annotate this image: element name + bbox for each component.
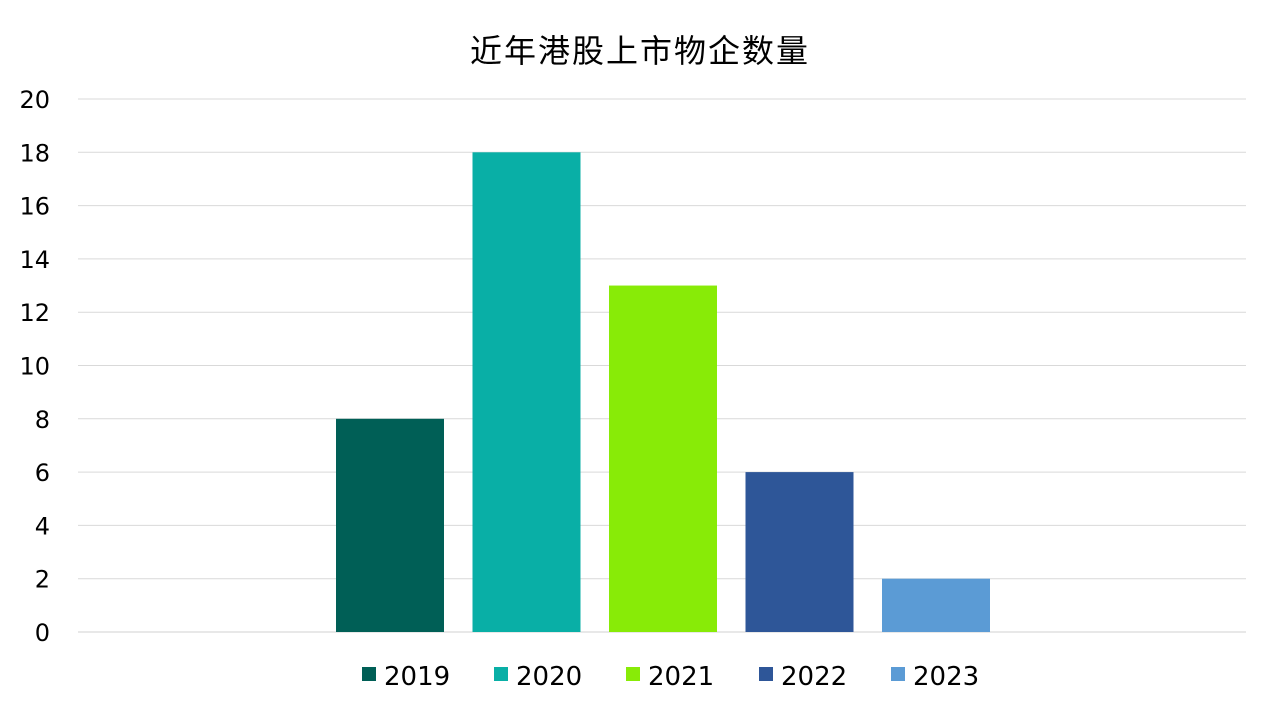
legend-swatch-2019 xyxy=(362,667,376,681)
bars xyxy=(336,152,990,633)
y-tick-label: 12 xyxy=(19,299,50,327)
y-tick-label: 8 xyxy=(35,406,50,434)
legend-swatch-2021 xyxy=(626,667,640,681)
bar-2022 xyxy=(745,472,854,632)
y-tick-label: 0 xyxy=(35,619,50,647)
legend-label-2021: 2021 xyxy=(648,662,714,692)
bar-2019 xyxy=(336,418,444,632)
legend-swatch-2022 xyxy=(759,667,773,681)
legend-swatch-2020 xyxy=(494,667,508,681)
y-tick-label: 10 xyxy=(19,353,50,381)
legend-label-2023: 2023 xyxy=(913,662,979,692)
legend-label-2020: 2020 xyxy=(516,662,582,692)
bar-2020 xyxy=(472,152,581,633)
y-axis-ticks: 0 2 4 6 8 10 12 14 16 18 20 xyxy=(19,86,50,647)
legend: 2019 2020 2021 2022 2023 xyxy=(362,662,979,692)
chart-title: 近年港股上市物企数量 xyxy=(469,32,810,70)
y-tick-label: 20 xyxy=(19,86,50,114)
y-tick-label: 14 xyxy=(19,246,50,274)
legend-swatch-2023 xyxy=(891,667,905,681)
bar-2021 xyxy=(609,285,717,632)
legend-label-2019: 2019 xyxy=(384,662,450,692)
y-tick-label: 16 xyxy=(19,193,50,221)
y-tick-label: 2 xyxy=(35,566,50,594)
y-tick-label: 6 xyxy=(35,459,50,487)
y-tick-label: 18 xyxy=(19,139,50,167)
bar-2023 xyxy=(882,578,990,632)
legend-label-2022: 2022 xyxy=(781,662,847,692)
y-tick-label: 4 xyxy=(35,512,50,540)
